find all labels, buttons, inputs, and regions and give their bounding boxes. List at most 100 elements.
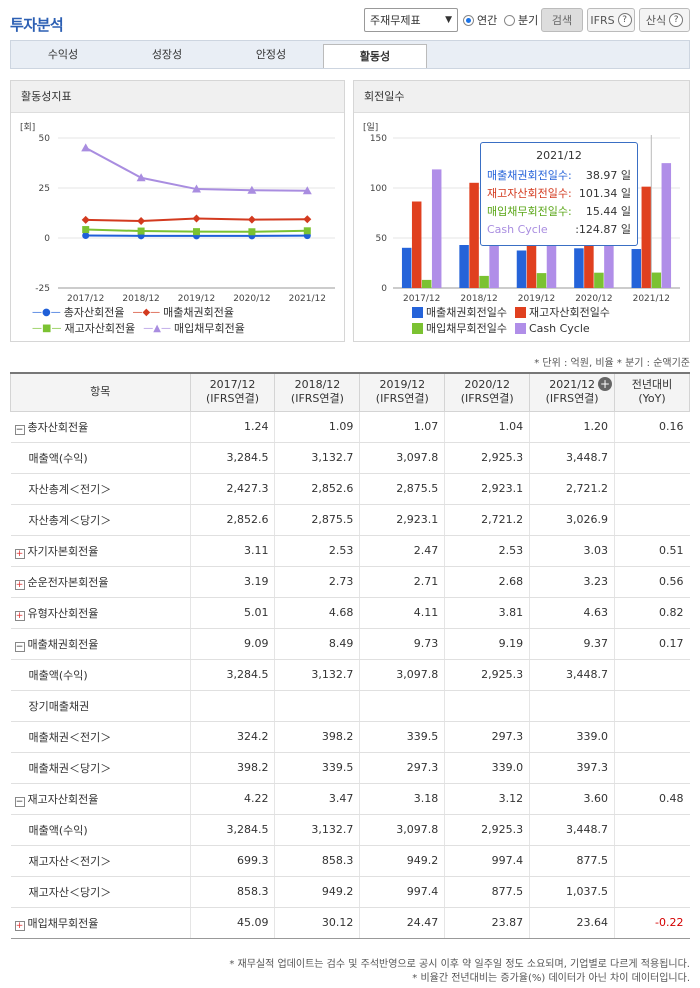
ifrs-button-label: IFRS bbox=[590, 13, 615, 27]
bar[interactable] bbox=[411, 201, 422, 289]
value-cell: 297.3 bbox=[359, 752, 445, 784]
row-label[interactable]: + 매입채무회전율 bbox=[10, 907, 191, 939]
value-cell: 997.4 bbox=[359, 876, 445, 908]
bar[interactable] bbox=[401, 247, 412, 288]
chevron-down-icon: ▼ bbox=[445, 15, 452, 25]
question-icon: ? bbox=[617, 13, 632, 27]
tab-profitability[interactable]: 수익성 bbox=[47, 48, 79, 61]
value-cell: 877.5 bbox=[444, 876, 530, 908]
radio-unchecked-icon bbox=[504, 14, 515, 26]
chart-tooltip: 2021/12 매출채권회전일수: 38.97 일 재고자산회전일수: 101.34 … bbox=[480, 142, 638, 246]
column-header: 전년대비 (YoY) bbox=[614, 372, 690, 412]
data-point[interactable] bbox=[192, 214, 201, 223]
ifrs-help-button[interactable]: IFRS ? bbox=[587, 8, 635, 32]
data-point[interactable] bbox=[82, 232, 90, 240]
page-title: 투자분석 bbox=[10, 16, 64, 34]
row-label: 매출액(수익) bbox=[10, 442, 191, 474]
legend-item[interactable]: —●— 총자산회전율 bbox=[32, 304, 124, 320]
bar[interactable] bbox=[421, 279, 432, 288]
bar[interactable] bbox=[661, 163, 672, 288]
value-cell: 3.47 bbox=[274, 783, 360, 815]
data-point[interactable] bbox=[248, 228, 256, 236]
data-point[interactable] bbox=[137, 217, 146, 226]
tab-stability[interactable]: 안정성 bbox=[255, 48, 287, 61]
value-cell: 877.5 bbox=[529, 845, 615, 877]
value-cell bbox=[444, 690, 530, 722]
x-tick-label: 2018/12 bbox=[460, 294, 497, 304]
tab-activity[interactable]: 활동성 bbox=[323, 44, 427, 68]
collapse-icon[interactable]: − bbox=[14, 796, 25, 807]
table-row: 매출액(수익) 3,284.5 3,132.7 3,097.8 2,925.3 3,448… bbox=[10, 442, 690, 474]
legend-item[interactable]: 매출채권회전일수 bbox=[412, 304, 507, 320]
bar[interactable] bbox=[651, 272, 662, 288]
data-point[interactable] bbox=[247, 185, 257, 194]
value-cell: 858.3 bbox=[189, 876, 275, 908]
row-label-text: 매출액(수익) bbox=[28, 823, 88, 837]
data-point[interactable] bbox=[81, 215, 90, 224]
bar[interactable] bbox=[631, 249, 642, 288]
expand-icon[interactable]: + bbox=[14, 610, 25, 621]
table-row: + 순운전자본회전율 3.19 2.73 2.71 2.68 3.23 0.56 bbox=[10, 566, 690, 598]
data-point[interactable] bbox=[81, 143, 91, 152]
value-cell: 3,026.9 bbox=[529, 504, 615, 536]
quarter-radio[interactable]: 분기 bbox=[504, 8, 538, 32]
value-cell: 9.73 bbox=[359, 628, 445, 660]
legend-swatch-icon bbox=[514, 306, 526, 318]
data-point[interactable] bbox=[192, 184, 201, 193]
expand-icon[interactable]: + bbox=[14, 548, 25, 559]
table-row: 자산총계＜전기＞ 2,427.3 2,852.6 2,875.5 2,923.1 2,72… bbox=[10, 473, 690, 505]
collapse-icon[interactable]: − bbox=[14, 641, 25, 652]
value-cell: 2.71 bbox=[359, 566, 445, 598]
data-point[interactable] bbox=[193, 228, 200, 236]
row-label[interactable]: + 순운전자본회전율 bbox=[10, 566, 191, 598]
legend-item[interactable]: 재고자산회전일수 bbox=[514, 304, 610, 320]
legend-item[interactable]: 매입채무회전일수 bbox=[412, 320, 507, 336]
tooltip-row: 재고자산회전일수: 101.34 일 bbox=[487, 185, 631, 203]
row-label[interactable]: − 매출채권회전율 bbox=[10, 628, 191, 660]
column-header: 2021/12 (IFRS연결) + bbox=[529, 372, 616, 412]
value-cell: 398.2 bbox=[274, 721, 360, 753]
bar[interactable] bbox=[459, 245, 469, 288]
bar[interactable] bbox=[536, 273, 547, 288]
y-tick-label: 0 bbox=[44, 234, 50, 244]
data-point[interactable] bbox=[137, 227, 145, 235]
value-cell: 1.09 bbox=[274, 411, 360, 443]
statement-type-select[interactable]: 주재무제표 ▼ bbox=[364, 8, 458, 32]
value-cell: 3.60 bbox=[529, 783, 615, 815]
bar[interactable] bbox=[431, 169, 442, 288]
bar[interactable] bbox=[516, 250, 527, 289]
bar[interactable] bbox=[479, 275, 489, 288]
data-point[interactable] bbox=[82, 226, 90, 234]
value-cell: 2,923.1 bbox=[359, 504, 445, 536]
expand-icon[interactable]: + bbox=[14, 920, 25, 931]
collapse-icon[interactable]: − bbox=[14, 424, 25, 435]
bar[interactable] bbox=[469, 182, 479, 288]
value-cell bbox=[274, 690, 360, 722]
data-point[interactable] bbox=[303, 227, 311, 235]
annual-radio[interactable]: 연간 bbox=[463, 8, 497, 32]
legend-item[interactable]: —■— 재고자산회전율 bbox=[32, 320, 135, 336]
legend-label: Cash Cycle bbox=[528, 321, 590, 335]
row-label[interactable]: − 총자산회전율 bbox=[10, 411, 191, 443]
data-point[interactable] bbox=[136, 173, 146, 182]
legend-item[interactable]: —▲— 매입채무회전율 bbox=[143, 320, 245, 336]
value-cell: 3.23 bbox=[529, 566, 615, 598]
bar[interactable] bbox=[594, 272, 604, 288]
data-point[interactable] bbox=[303, 215, 312, 224]
value-cell: 5.01 bbox=[189, 597, 275, 629]
bar[interactable] bbox=[574, 248, 584, 288]
bar[interactable] bbox=[641, 186, 652, 288]
tab-growth[interactable]: 성장성 bbox=[151, 48, 183, 61]
data-point[interactable] bbox=[302, 186, 312, 195]
row-label[interactable]: + 자기자본회전율 bbox=[10, 535, 191, 567]
data-point[interactable] bbox=[247, 215, 256, 224]
legend-item[interactable]: Cash Cycle bbox=[514, 320, 590, 336]
formula-help-button[interactable]: 산식 ? bbox=[639, 8, 690, 32]
search-button[interactable]: 검색 bbox=[541, 8, 583, 32]
legend-item[interactable]: —◆— 매출채권회전율 bbox=[132, 304, 234, 320]
row-label: 매출채권＜전기＞ bbox=[10, 721, 191, 753]
expand-icon[interactable]: + bbox=[14, 579, 25, 590]
expand-plus-icon[interactable]: + bbox=[598, 377, 613, 391]
row-label[interactable]: − 재고자산회전율 bbox=[10, 783, 191, 815]
row-label[interactable]: + 유형자산회전율 bbox=[10, 597, 191, 629]
